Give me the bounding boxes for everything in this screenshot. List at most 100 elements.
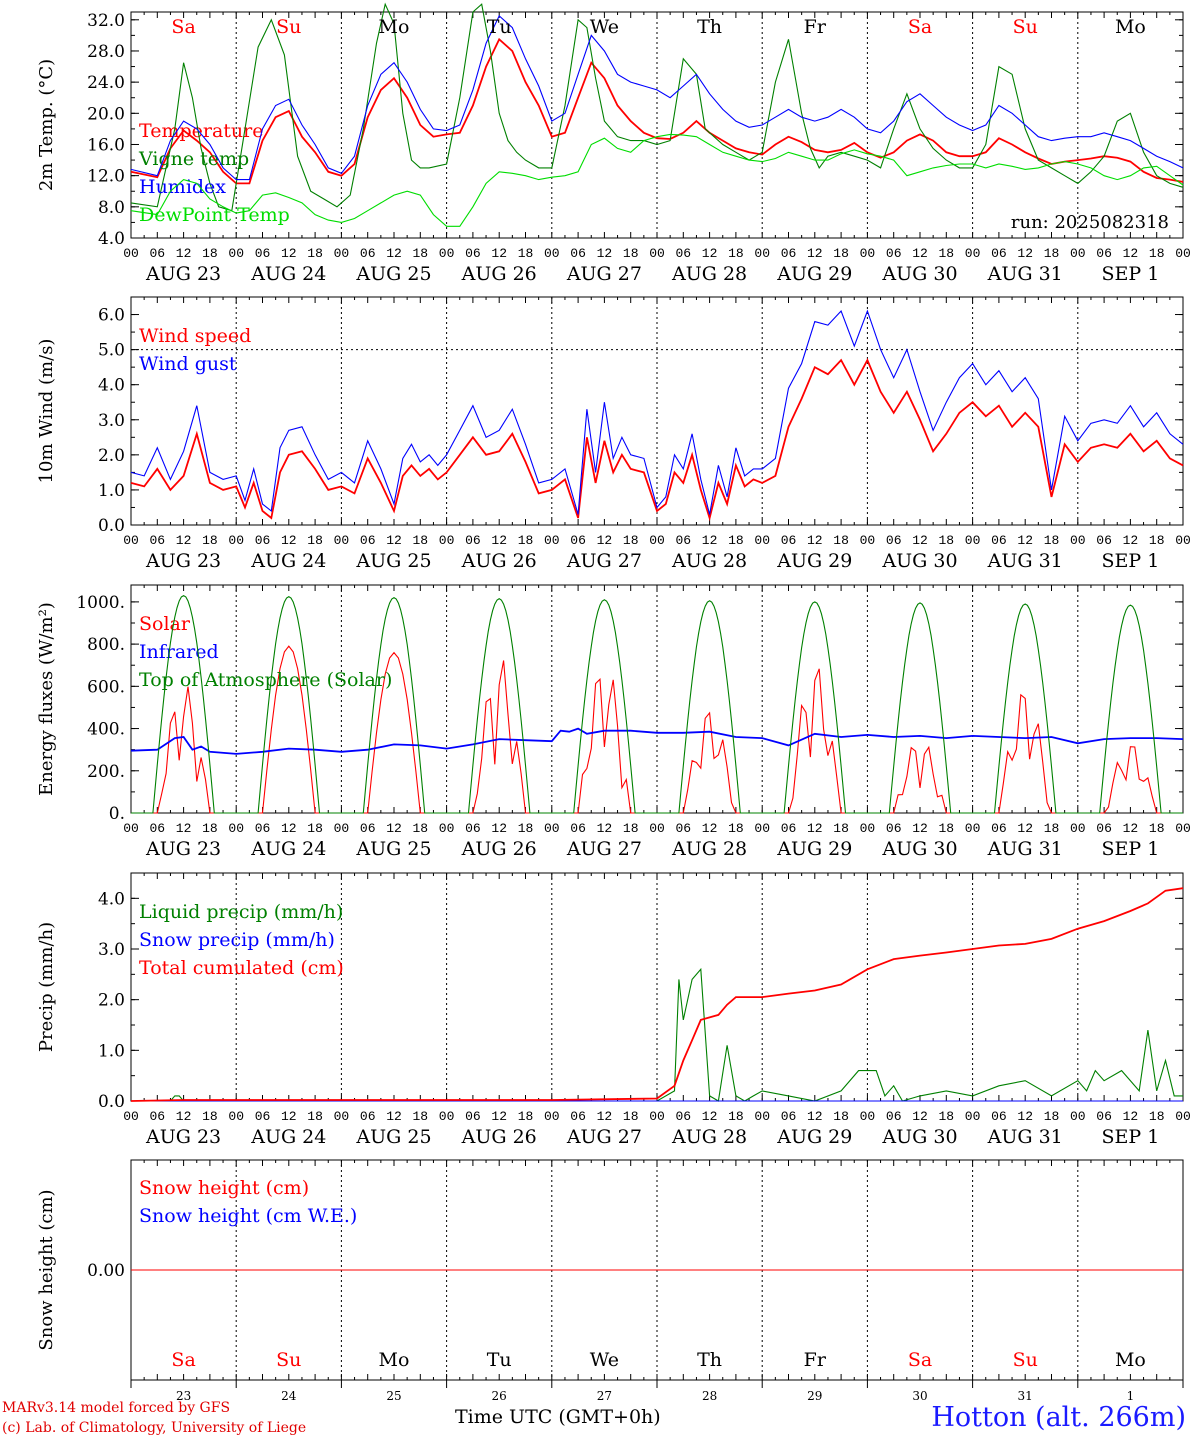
hour-tick-label: 18 (1044, 1109, 1060, 1124)
date-label: AUG 30 (881, 263, 957, 285)
hour-tick-label: 06 (570, 533, 586, 548)
day-number-label: 23 (176, 1389, 191, 1403)
date-label: AUG 31 (987, 1126, 1063, 1148)
hour-tick-label: 18 (412, 1109, 428, 1124)
date-label: AUG 26 (461, 838, 537, 860)
hour-tick-label: 00 (123, 1109, 139, 1124)
hour-tick-label: 06 (149, 533, 165, 548)
hour-tick-label: 06 (886, 246, 902, 261)
hour-tick-label: 12 (491, 246, 507, 261)
y-tick-label: 12.0 (87, 167, 125, 187)
hour-tick-label: 06 (886, 533, 902, 548)
hour-tick-label: 06 (886, 821, 902, 836)
hour-tick-label: 06 (255, 821, 271, 836)
hour-tick-label: 12 (491, 1109, 507, 1124)
y-tick-label: 8.0 (98, 198, 125, 218)
hour-tick-label: 00 (228, 1109, 244, 1124)
hour-tick-label: 12 (912, 1109, 928, 1124)
hour-tick-label: 18 (938, 821, 954, 836)
hour-tick-label: 06 (465, 533, 481, 548)
y-tick-label: 0.0 (98, 516, 125, 536)
hour-tick-label: 12 (807, 1109, 823, 1124)
hour-tick-label: 18 (202, 533, 218, 548)
series-line-infrared (130, 727, 1184, 755)
hour-tick-label: 06 (255, 246, 271, 261)
weekday-label: Sa (171, 16, 195, 38)
hour-tick-label: 12 (176, 1109, 192, 1124)
hour-tick-label: 00 (1175, 533, 1191, 548)
hour-tick-label: 06 (255, 533, 271, 548)
y-tick-label: 20.0 (87, 104, 125, 124)
date-label: AUG 30 (881, 550, 957, 572)
weekday-label: Sa (908, 1349, 932, 1371)
y-tick-label: 0.0 (98, 1092, 125, 1112)
legend-entry: Snow height (cm W.E.) (139, 1205, 357, 1227)
hour-tick-label: 00 (860, 533, 876, 548)
hour-tick-label: 06 (360, 821, 376, 836)
hour-tick-label: 12 (807, 246, 823, 261)
date-label: AUG 24 (250, 550, 326, 572)
hour-tick-label: 00 (228, 821, 244, 836)
hour-tick-label: 00 (1070, 533, 1086, 548)
hour-tick-label: 00 (965, 533, 981, 548)
hour-tick-label: 12 (1017, 1109, 1033, 1124)
hour-tick-label: 18 (938, 246, 954, 261)
hour-tick-label: 06 (886, 1109, 902, 1124)
hour-tick-label: 18 (1149, 246, 1165, 261)
y-tick-label: 400. (87, 720, 125, 740)
hour-tick-label: 00 (334, 246, 350, 261)
y-tick-label: 4.0 (98, 376, 125, 396)
weekday-label: Mo (379, 1349, 410, 1371)
hour-tick-label: 12 (491, 821, 507, 836)
hour-tick-label: 06 (781, 246, 797, 261)
y-tick-label: 1.0 (98, 481, 125, 501)
day-number-label: 1 (1127, 1389, 1135, 1403)
hour-tick-label: 12 (807, 533, 823, 548)
date-label: AUG 28 (671, 550, 747, 572)
weekday-label: Mo (1115, 1349, 1146, 1371)
hour-tick-label: 00 (1070, 821, 1086, 836)
y-tick-label: 600. (87, 677, 125, 697)
hour-tick-label: 12 (386, 533, 402, 548)
hour-tick-label: 12 (807, 821, 823, 836)
date-label: AUG 23 (145, 263, 221, 285)
hour-tick-label: 18 (833, 821, 849, 836)
hour-tick-label: 00 (334, 821, 350, 836)
hour-tick-label: 12 (912, 821, 928, 836)
panel-frame-1 (130, 296, 1184, 526)
series-line-wind-speed (130, 358, 1184, 522)
hour-tick-label: 00 (1175, 1109, 1191, 1124)
hour-tick-label: 12 (597, 246, 613, 261)
credit-line-1: MARv3.14 model forced by GFS (2, 1400, 231, 1416)
y-axis-label: Snow height (cm) (36, 1189, 57, 1350)
hour-tick-label: 12 (281, 246, 297, 261)
hour-tick-label: 06 (675, 821, 691, 836)
hour-tick-label: 18 (307, 1109, 323, 1124)
date-label: AUG 24 (250, 838, 326, 860)
hour-tick-label: 18 (728, 533, 744, 548)
hour-tick-label: 00 (649, 246, 665, 261)
hour-tick-label: 12 (281, 821, 297, 836)
day-number-label: 30 (912, 1389, 927, 1403)
hour-tick-label: 12 (1123, 533, 1139, 548)
hour-tick-label: 18 (1044, 533, 1060, 548)
hour-tick-label: 12 (1017, 533, 1033, 548)
hour-tick-label: 18 (1149, 821, 1165, 836)
hour-tick-label: 06 (465, 1109, 481, 1124)
y-axis-label: 2m Temp. (°C) (36, 59, 57, 191)
hour-tick-label: 18 (518, 246, 534, 261)
hour-tick-label: 06 (991, 533, 1007, 548)
legend-entry: Snow height (cm) (139, 1177, 309, 1199)
date-label: AUG 31 (987, 838, 1063, 860)
weekday-label: Th (697, 16, 722, 38)
hour-tick-label: 06 (781, 821, 797, 836)
hour-tick-label: 18 (623, 1109, 639, 1124)
weekday-label: Su (276, 1349, 301, 1371)
legend-entry: Top of Atmosphere (Solar) (139, 669, 392, 691)
hour-tick-label: 00 (439, 1109, 455, 1124)
hour-tick-label: 06 (149, 821, 165, 836)
y-tick-label: 4.0 (98, 889, 125, 909)
date-label: AUG 27 (566, 550, 642, 572)
hour-tick-label: 18 (938, 1109, 954, 1124)
hour-tick-label: 06 (991, 821, 1007, 836)
